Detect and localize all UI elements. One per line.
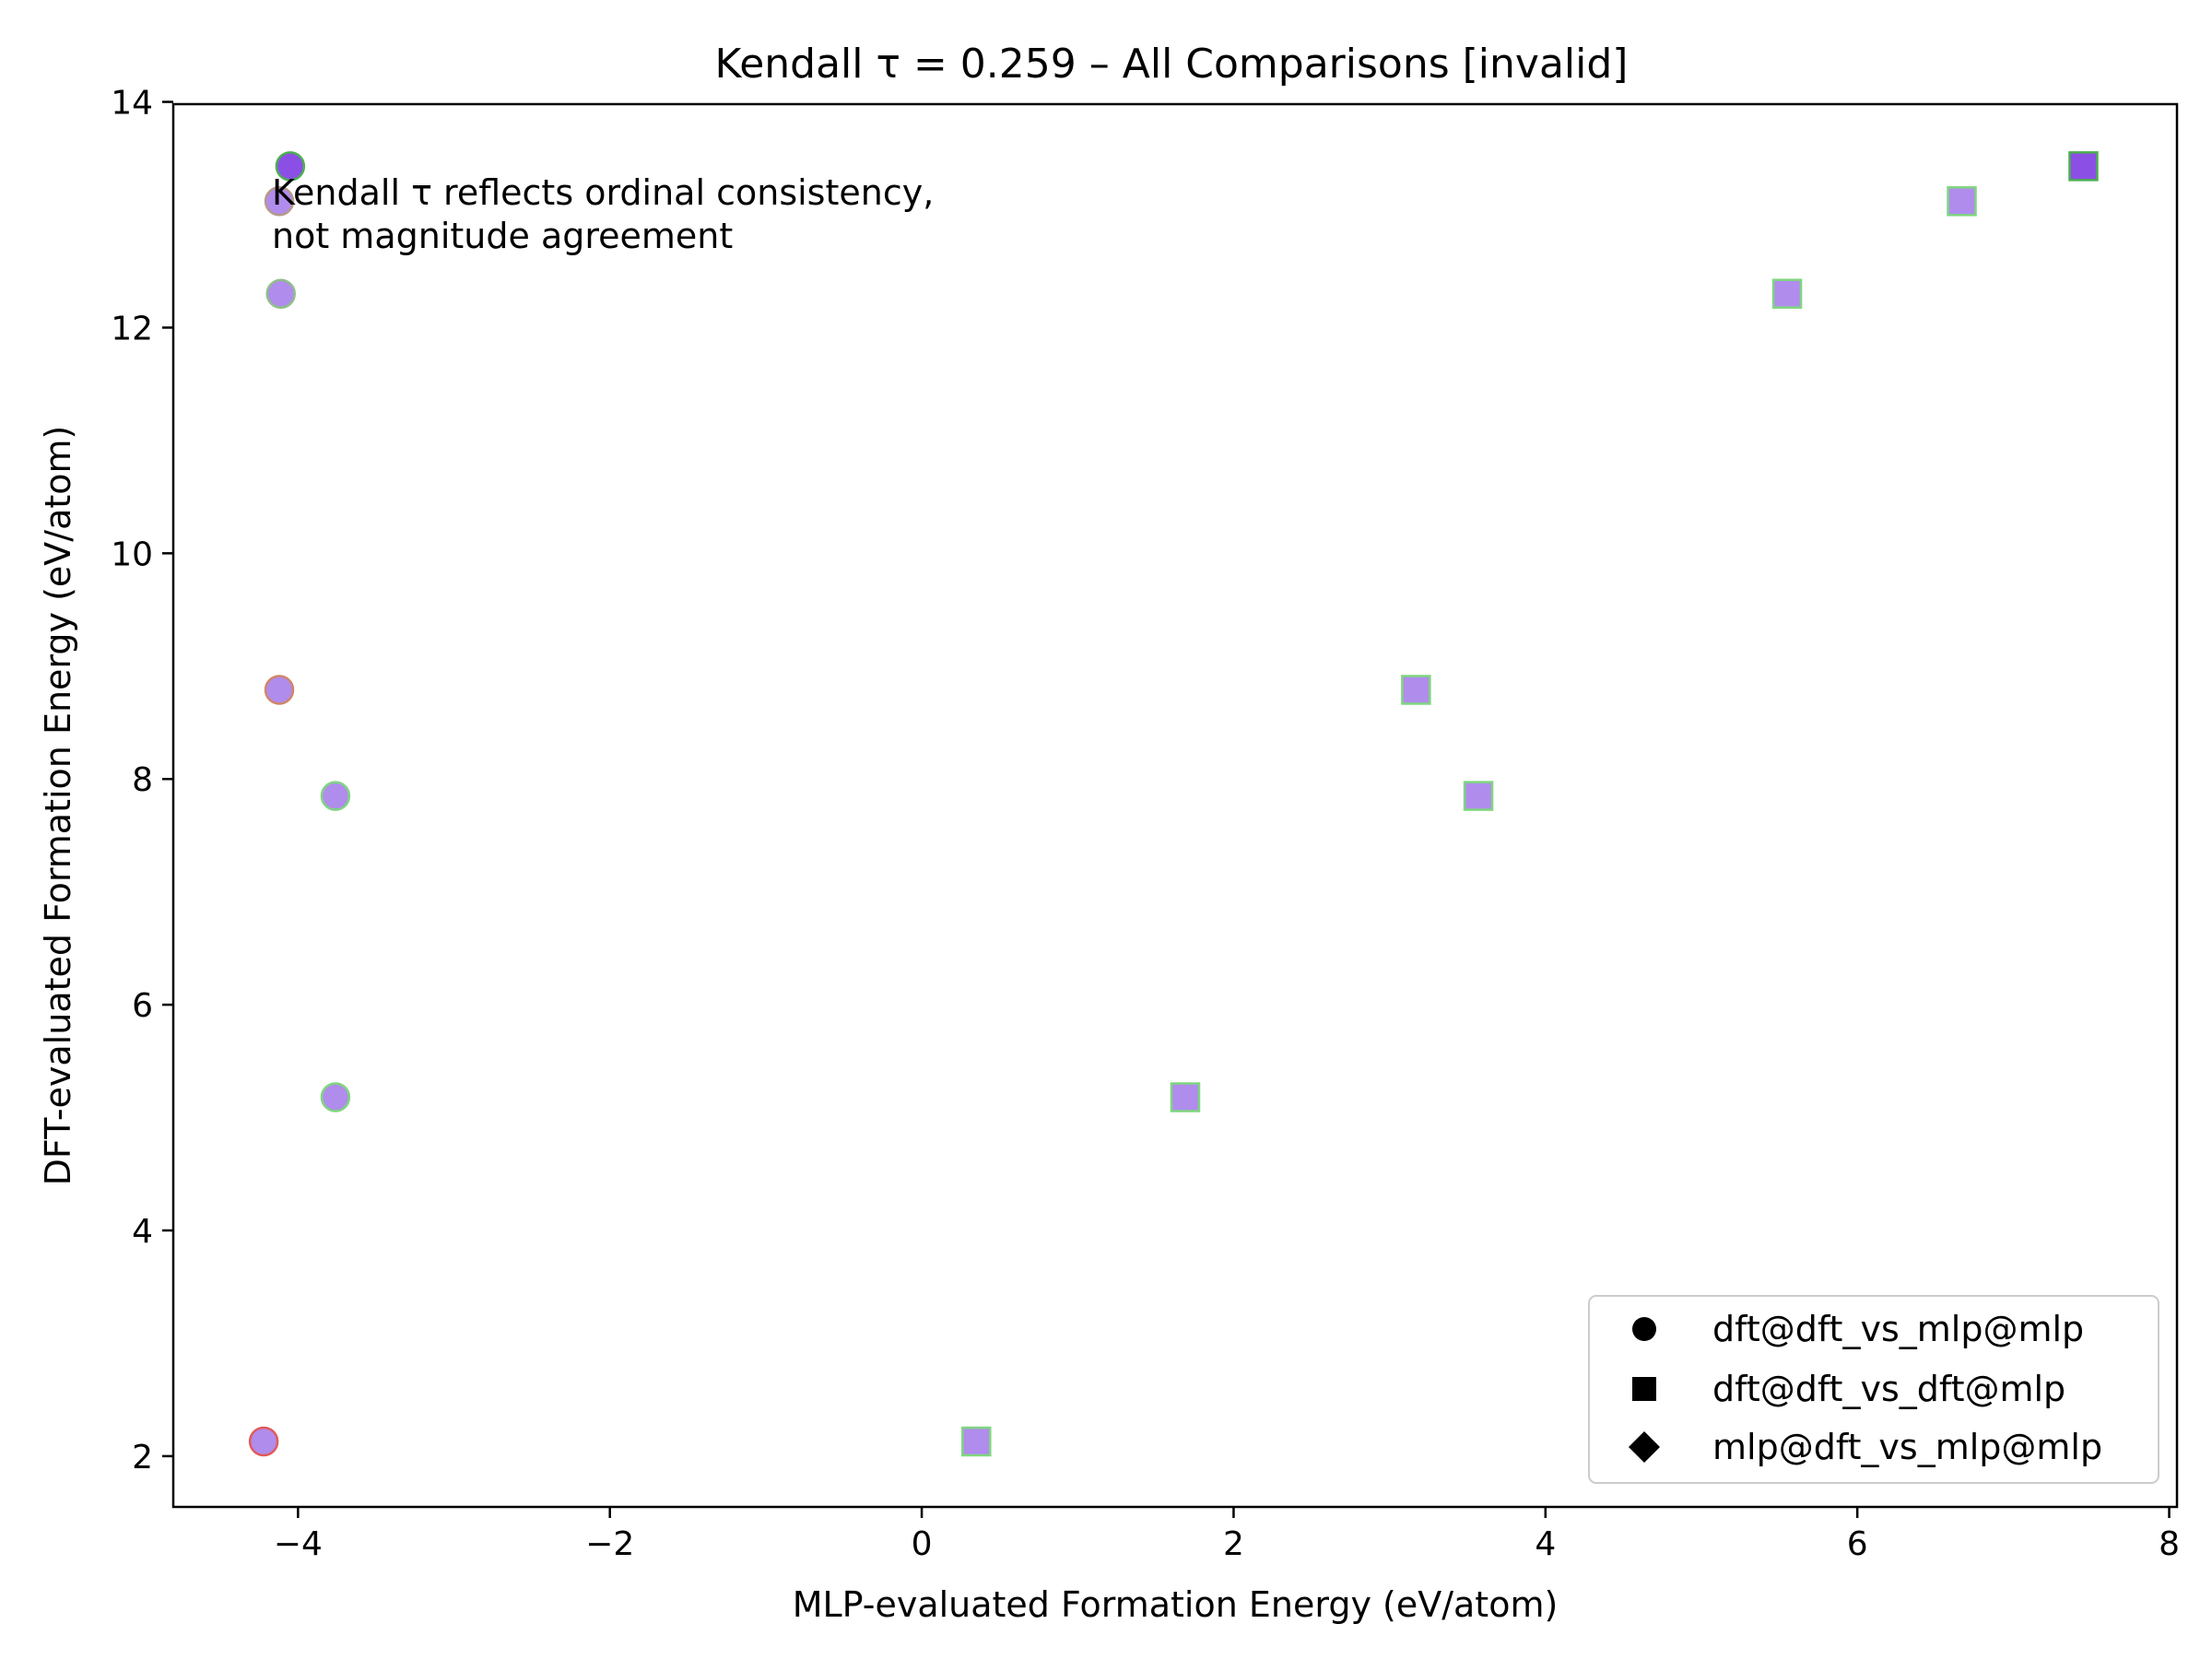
x-tick-label: 4	[1535, 1525, 1556, 1563]
circle-point	[320, 781, 351, 811]
y-axis-label: DFT-evaluated Formation Energy (eV/atom)	[38, 426, 78, 1186]
square-point	[1463, 781, 1494, 811]
legend-diamond-marker	[1629, 1431, 1660, 1463]
y-tick-label: 4	[132, 1213, 153, 1251]
annotation-line-2: not magnitude agreement	[272, 216, 733, 256]
x-tick-label: 2	[1223, 1525, 1244, 1563]
circle-point	[275, 151, 306, 182]
y-tick-label: 12	[111, 310, 153, 347]
square-point	[1771, 278, 1803, 309]
circle-point	[264, 675, 295, 705]
y-tick-label: 14	[111, 85, 153, 123]
y-axis-ticks: 2 4 6 8 10 12 14	[111, 85, 173, 1477]
square-point	[2068, 151, 2099, 182]
circle-point	[320, 1082, 351, 1112]
annotation-line-1: Kendall τ reflects ordinal consistency,	[272, 172, 934, 213]
square-point	[1401, 675, 1431, 705]
circle-point	[264, 186, 295, 217]
legend-entry-3: mlp@dft_vs_mlp@mlp	[1712, 1427, 2102, 1467]
square-point	[1947, 186, 1977, 217]
x-tick-label: 6	[1847, 1525, 1868, 1563]
y-tick-label: 6	[132, 987, 153, 1025]
x-tick-label: 8	[2159, 1525, 2180, 1563]
legend-square-marker	[1632, 1377, 1656, 1401]
square-point	[961, 1426, 992, 1457]
x-tick-label: −2	[585, 1525, 634, 1563]
legend-entry-2: dft@dft_vs_dft@mlp	[1712, 1369, 2065, 1409]
legend-box	[1588, 1295, 2159, 1484]
x-tick-label: −4	[274, 1525, 323, 1563]
y-tick-label: 8	[132, 761, 153, 799]
y-tick-label: 10	[111, 535, 153, 573]
circle-point	[265, 278, 296, 309]
data-points	[248, 151, 2099, 1457]
legend: dft@dft_vs_mlp@mlp dft@dft_vs_dft@mlp ml…	[1588, 1295, 2159, 1484]
legend-entry-1: dft@dft_vs_mlp@mlp	[1712, 1309, 2084, 1349]
plot-area	[173, 104, 2177, 1507]
circle-point	[248, 1426, 279, 1457]
chart-title: Kendall τ = 0.259 – All Comparisons [inv…	[715, 41, 1629, 88]
legend-circle-marker	[1632, 1317, 1656, 1341]
y-tick-label: 2	[132, 1439, 153, 1477]
x-axis-ticks: −4 −2 0 2 4 6 8	[274, 1507, 2180, 1563]
x-tick-label: 0	[912, 1525, 933, 1563]
x-axis-label: MLP-evaluated Formation Energy (eV/atom)	[793, 1584, 1559, 1625]
plot-frame	[171, 102, 2179, 1509]
square-point	[1170, 1082, 1201, 1112]
